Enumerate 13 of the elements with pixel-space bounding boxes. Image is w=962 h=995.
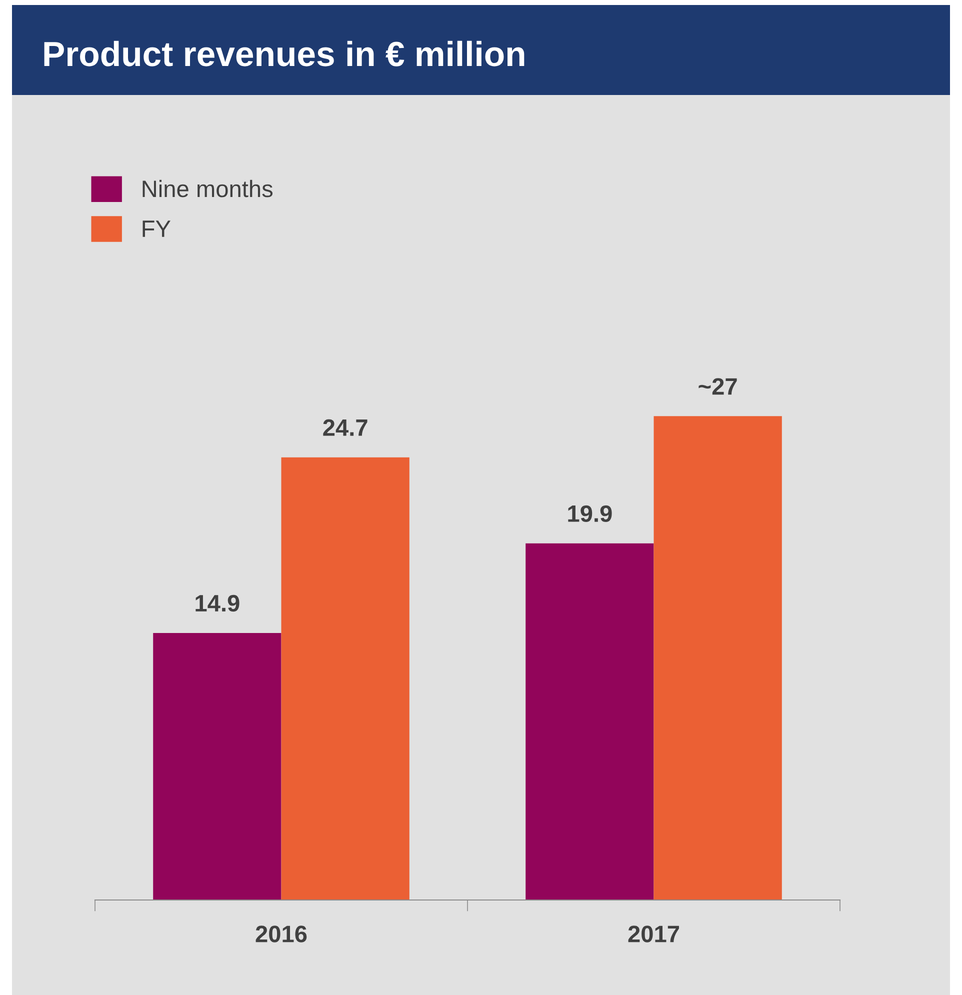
legend-label: FY: [142, 220, 170, 237]
bar: [654, 416, 782, 900]
data-label: 19.9: [568, 505, 612, 522]
chart-title: Product revenues in € million: [44, 40, 524, 66]
bar: [153, 632, 282, 900]
data-label: ~27: [698, 378, 737, 395]
x-tick-label: 2017: [628, 926, 679, 942]
data-label: 14.9: [196, 594, 240, 612]
bar: [281, 457, 410, 900]
x-tick-label: 2016: [256, 926, 307, 942]
bar: [526, 543, 654, 900]
legend-label: Nine months: [142, 180, 273, 198]
data-label: 24.7: [323, 419, 368, 436]
